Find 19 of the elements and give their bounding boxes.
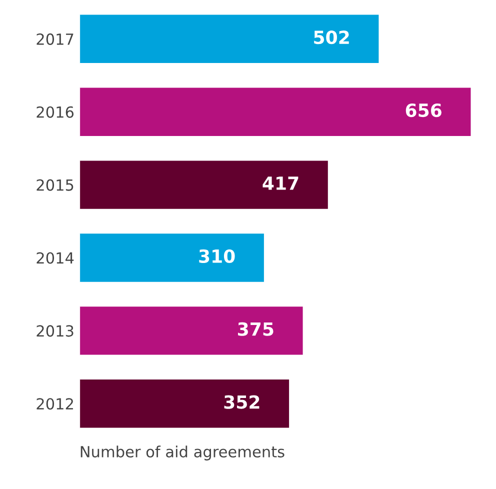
y-tick-label: 2015: [36, 179, 74, 191]
data-label: 352: [224, 395, 260, 409]
data-label: 417: [262, 176, 298, 190]
data-label: 310: [199, 249, 235, 263]
data-label: 375: [238, 322, 274, 336]
y-tick-label: 2012: [36, 398, 73, 410]
y-tick-label: 2016: [36, 106, 74, 118]
bar: [79, 378, 290, 430]
data-label: 656: [406, 103, 442, 118]
x-axis-title: Number of aid agreements: [80, 446, 284, 460]
y-tick-label: 2017: [36, 33, 74, 45]
y-tick-label: 2014: [36, 252, 74, 264]
y-tick-label: 2013: [36, 325, 74, 337]
bar: [79, 159, 330, 210]
bar: [79, 232, 266, 284]
bar: [79, 305, 304, 356]
bar: [79, 86, 472, 138]
data-label: 502: [314, 30, 349, 44]
bar: [79, 13, 380, 64]
